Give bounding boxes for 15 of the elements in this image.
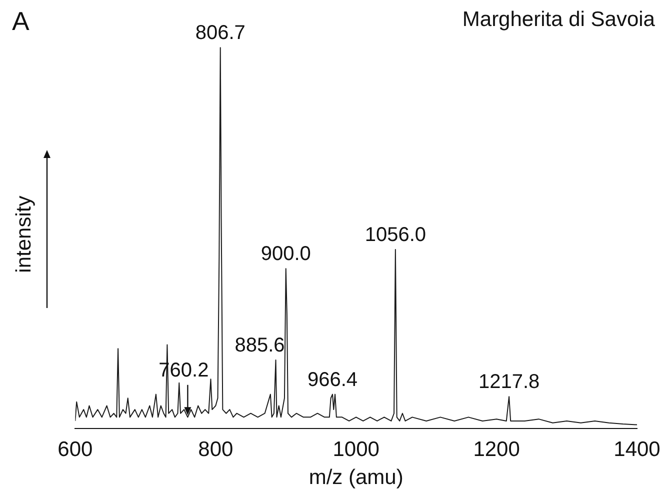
y-axis-title: intensity: [12, 195, 36, 273]
chart-title: Margherita di Savoia: [462, 8, 655, 32]
annotation: 1056.0: [364, 224, 426, 246]
annotation: 806.7: [195, 22, 246, 44]
annotation: 900.0: [260, 243, 311, 266]
annotation: 885.6: [234, 334, 285, 357]
x-tick-label: 1400: [614, 438, 660, 461]
x-tick-label: 600: [58, 438, 93, 461]
annotation: 1217.8: [478, 371, 540, 394]
text: A: [12, 6, 30, 37]
x-axis-title: m/z (amu): [308, 466, 404, 490]
x-tick-label: 800: [198, 438, 234, 461]
annotation: 966.4: [307, 368, 358, 391]
x-tick-label: 1200: [473, 438, 520, 461]
x-tick-label: 1000: [332, 438, 380, 461]
